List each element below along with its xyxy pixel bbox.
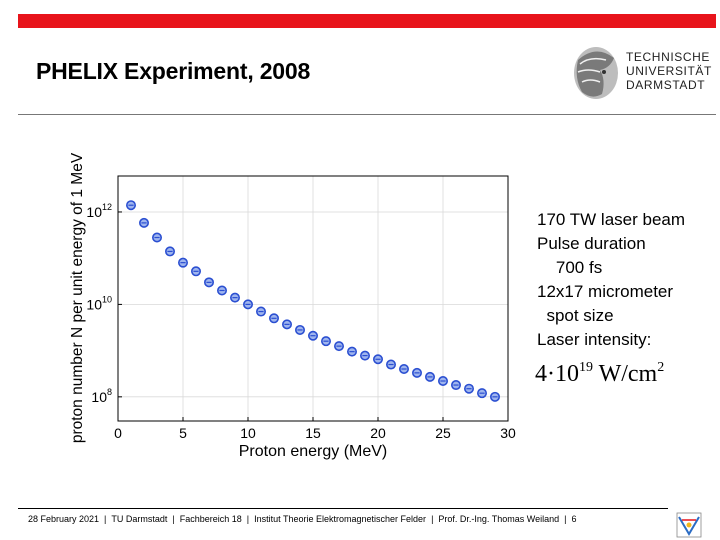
param-line-intensity: Laser intensity: bbox=[537, 330, 652, 349]
institute-logo-icon bbox=[676, 512, 702, 538]
x-tick-label: 15 bbox=[305, 425, 321, 441]
x-axis-label: Proton energy (MeV) bbox=[239, 443, 388, 460]
university-logo: TECHNISCHE UNIVERSITÄT DARMSTADT bbox=[566, 42, 716, 104]
x-tick-label: 0 bbox=[114, 425, 122, 441]
footer-university: TU Darmstadt bbox=[111, 514, 168, 524]
param-line-spot-label: spot size bbox=[537, 306, 614, 325]
university-name: TECHNISCHE UNIVERSITÄT DARMSTADT bbox=[626, 50, 712, 92]
param-line-laser: 170 TW laser beam bbox=[537, 210, 686, 229]
y-axis-ticks: 1012 1010 108 bbox=[86, 202, 122, 405]
footer-department: Fachbereich 18 bbox=[179, 514, 242, 524]
footer-separator: | bbox=[246, 514, 250, 524]
param-line-pulse-value: 700 fs bbox=[537, 258, 603, 277]
experiment-parameters: 170 TW laser beam Pulse duration 700 fs … bbox=[537, 208, 685, 352]
logo-line-2: UNIVERSITÄT bbox=[626, 64, 712, 78]
footer-institute: Institut Theorie Elektromagnetischer Fel… bbox=[254, 514, 427, 524]
y-axis-label: proton number N per unit energy of 1 MeV bbox=[69, 152, 86, 443]
formula-exponent: 19 bbox=[579, 360, 593, 375]
param-line-pulse: Pulse duration bbox=[537, 234, 646, 253]
data-points bbox=[126, 200, 500, 402]
x-tick-label: 25 bbox=[435, 425, 451, 441]
footer-author: Prof. Dr.-Ing. Thomas Weiland bbox=[438, 514, 560, 524]
athena-head-logo-icon bbox=[574, 47, 618, 99]
footer-divider bbox=[18, 508, 668, 509]
x-tick-label: 5 bbox=[179, 425, 187, 441]
footer-page-number: 6 bbox=[571, 514, 577, 524]
formula-unit-exponent: 2 bbox=[657, 360, 665, 375]
param-line-spot: 12x17 micrometer bbox=[537, 282, 674, 301]
x-axis-ticks: 0 5 10 15 20 25 30 bbox=[114, 417, 516, 441]
footer-date: 28 February 2021 bbox=[28, 514, 100, 524]
y-tick-label: 1010 bbox=[86, 294, 112, 312]
laser-intensity-formula: 4·1019 W/cm2 bbox=[535, 360, 664, 388]
y-tick-label: 108 bbox=[91, 387, 112, 405]
proton-spectrum-chart: 0 5 10 15 20 25 30 1012 1010 108 Proton energy (… bbox=[62, 126, 524, 472]
footer-separator: | bbox=[104, 514, 107, 524]
logo-line-3: DARMSTADT bbox=[626, 78, 706, 92]
header-accent-bar bbox=[18, 14, 716, 28]
footer-separator: | bbox=[564, 514, 567, 524]
y-tick-label: 1012 bbox=[86, 202, 112, 220]
footer-separator: | bbox=[431, 514, 434, 524]
x-tick-label: 10 bbox=[240, 425, 256, 441]
x-tick-label: 30 bbox=[500, 425, 516, 441]
formula-unit: W/cm bbox=[598, 361, 658, 387]
header-divider bbox=[18, 114, 716, 115]
chart-background bbox=[62, 126, 524, 472]
footer-separator: | bbox=[172, 514, 175, 524]
x-tick-label: 20 bbox=[370, 425, 386, 441]
formula-coefficient: 4·10 bbox=[535, 361, 579, 387]
page-title: PHELIX Experiment, 2008 bbox=[36, 58, 311, 84]
logo-line-1: TECHNISCHE bbox=[626, 50, 711, 64]
footer: 28 February 2021 | TU Darmstadt | Fachbereic… bbox=[28, 514, 576, 524]
